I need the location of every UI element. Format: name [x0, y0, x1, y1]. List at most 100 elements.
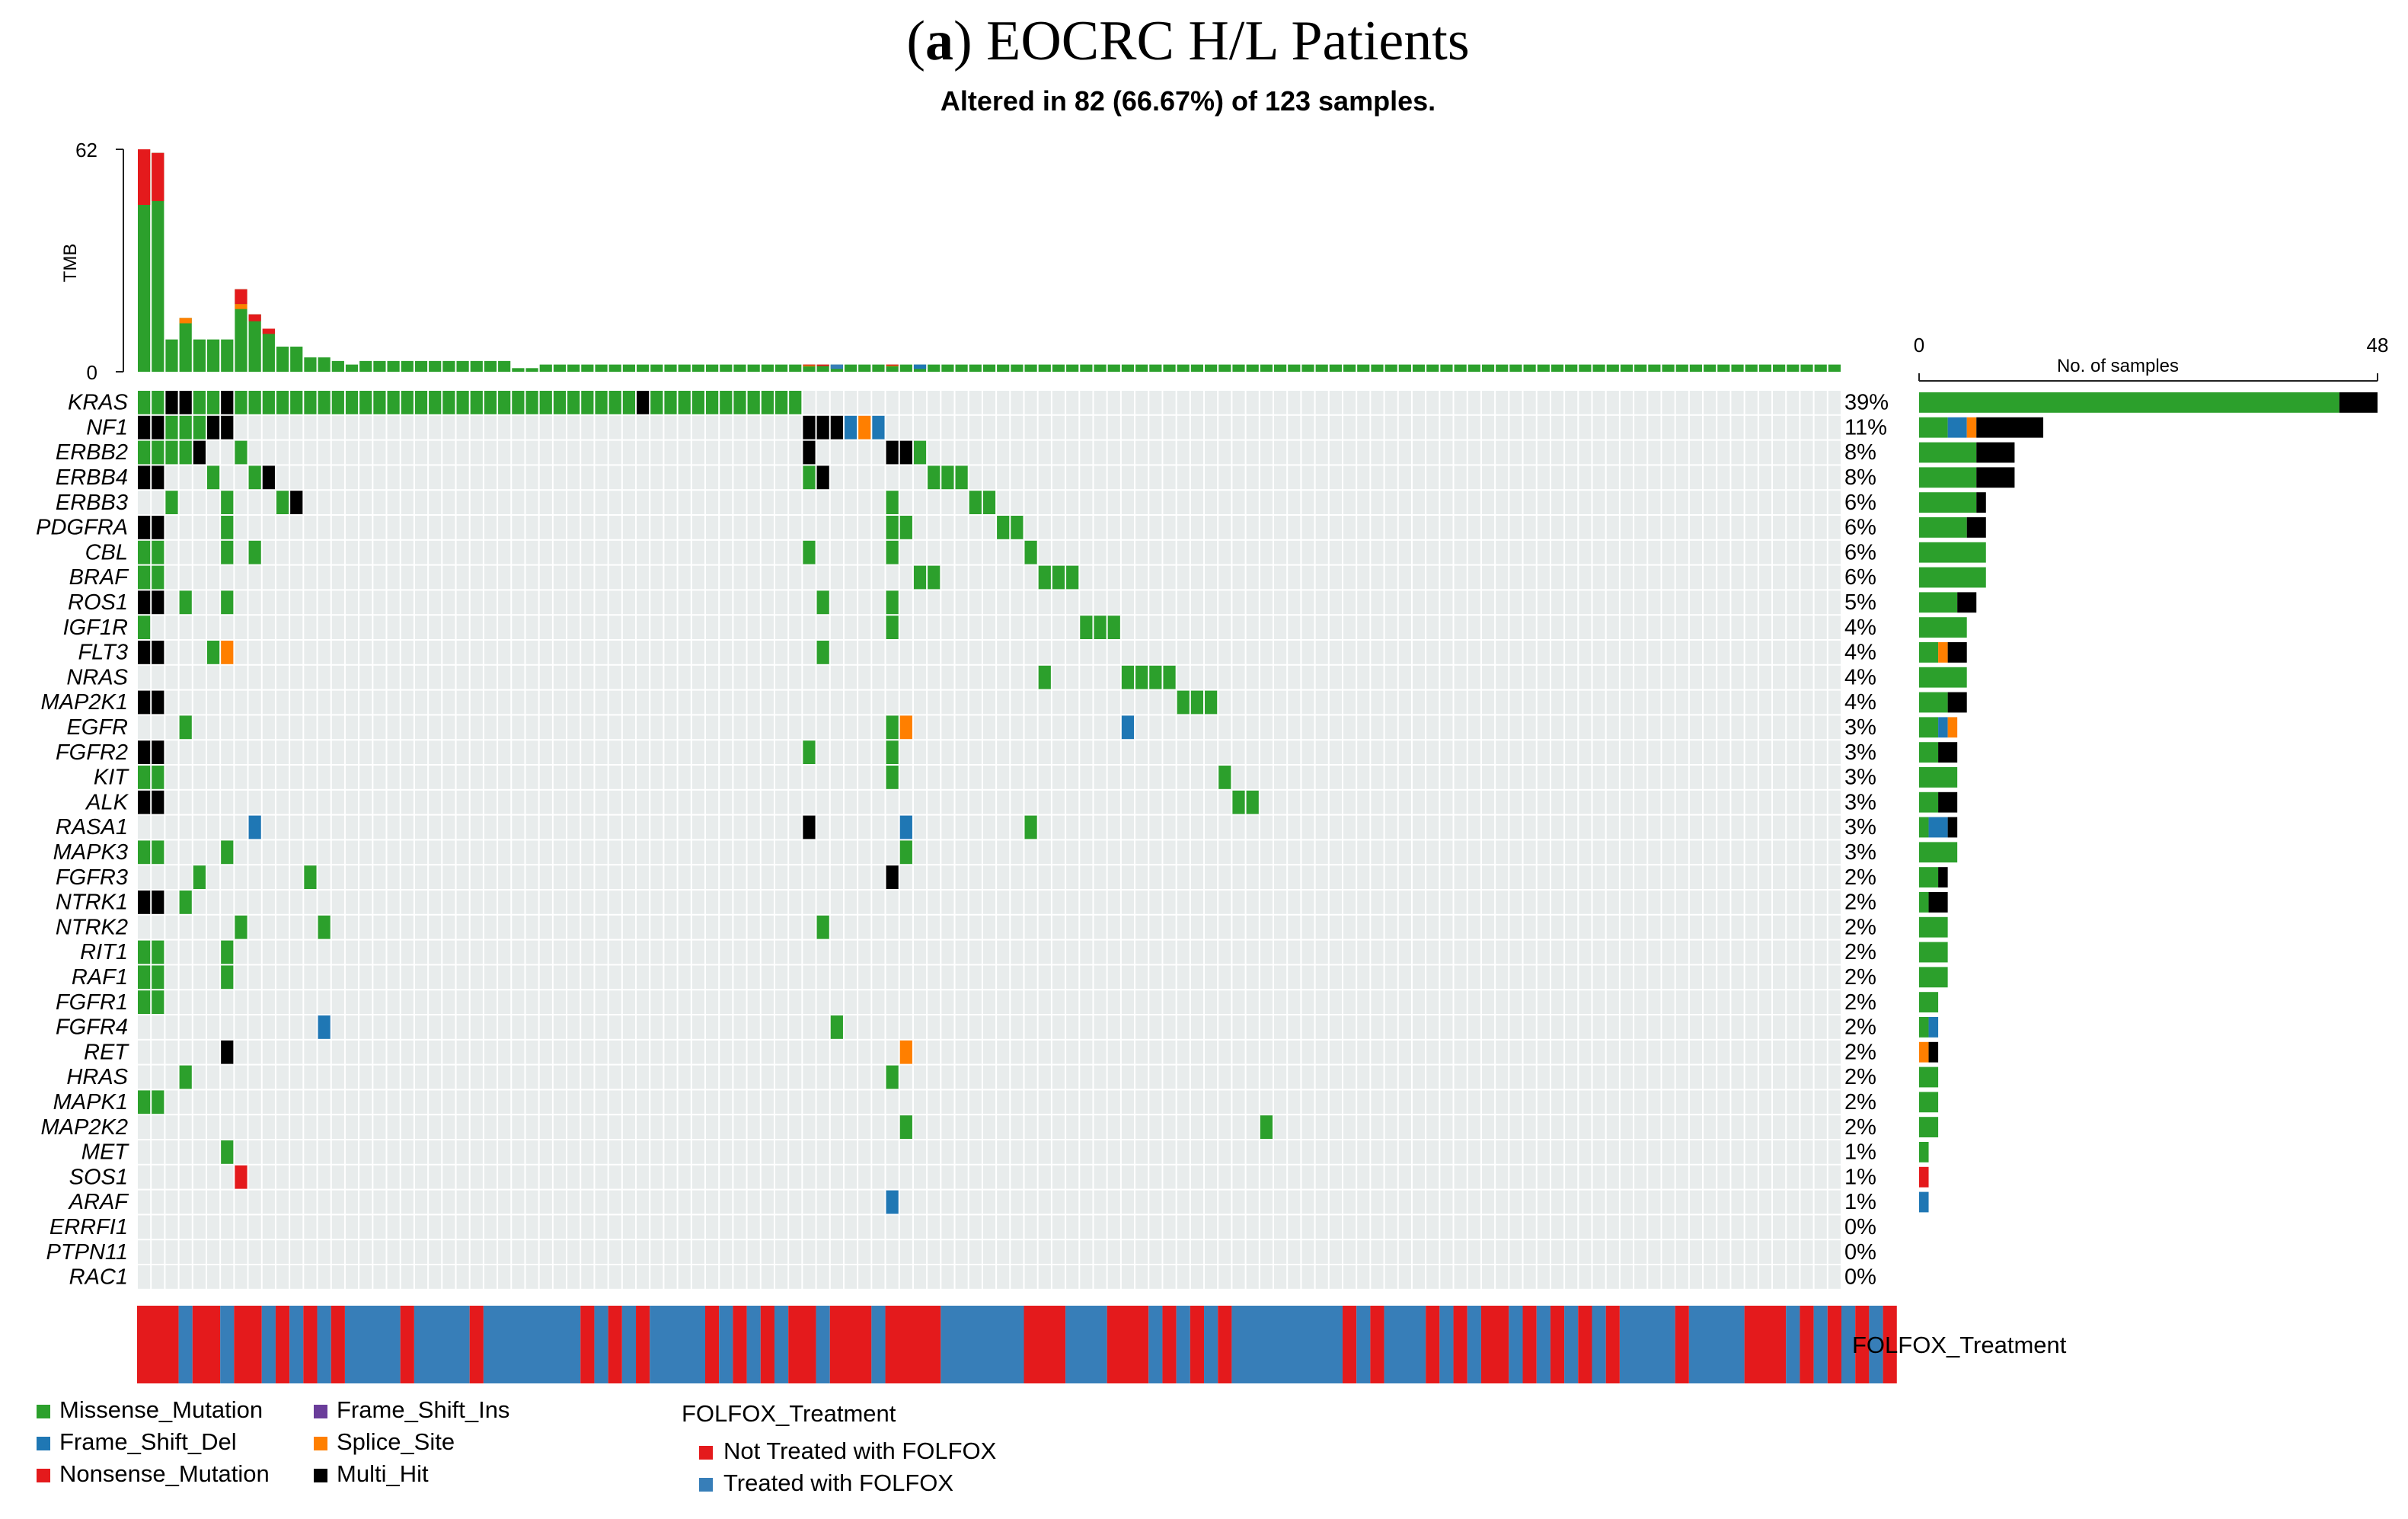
matrix-cell [581, 1090, 594, 1114]
matrix-cell [1343, 790, 1356, 814]
matrix-cell [1620, 1165, 1634, 1189]
count-bar-segment [1919, 1166, 1929, 1188]
matrix-cell [830, 990, 843, 1014]
matrix-cell [761, 616, 774, 639]
matrix-cell [1787, 1165, 1800, 1189]
matrix-cell [1758, 940, 1772, 964]
count-tick-label: 0 [1914, 334, 1924, 357]
matrix-cell [484, 790, 497, 814]
matrix-cell [1384, 1215, 1397, 1239]
matrix-cell [262, 690, 275, 715]
matrix-cell [1329, 1115, 1342, 1139]
tmb-bar [359, 360, 372, 372]
matrix-cell [1080, 565, 1093, 590]
matrix-cell [1398, 565, 1411, 590]
matrix-cell [498, 891, 511, 914]
matrix-cell [1038, 1165, 1051, 1189]
matrix-cell [1011, 690, 1024, 715]
matrix-cell [1731, 965, 1744, 990]
matrix-cell [165, 1090, 178, 1114]
tmb-axis-label: TMB [60, 244, 81, 283]
matrix-cell [1205, 1265, 1218, 1289]
matrix-cell [1592, 1265, 1605, 1289]
matrix-cell [1634, 1040, 1647, 1064]
matrix-cell [484, 565, 497, 590]
treatment-cell [760, 1306, 774, 1383]
matrix-cell [1398, 1215, 1411, 1239]
matrix-cell [1024, 766, 1037, 789]
matrix-cell [581, 840, 594, 865]
matrix-cell [1412, 590, 1426, 615]
tmb-bar [761, 364, 774, 372]
matrix-cell [706, 891, 719, 914]
matrix-cell [429, 1115, 442, 1139]
matrix-cell [193, 1240, 206, 1264]
mutation-cell [138, 990, 151, 1014]
matrix-cell [982, 540, 996, 564]
matrix-cell [1426, 665, 1439, 689]
matrix-cell [1662, 1265, 1675, 1289]
matrix-cell [1315, 440, 1328, 465]
matrix-cell [539, 415, 552, 440]
matrix-cell [1315, 690, 1328, 715]
matrix-cell [1190, 391, 1204, 414]
matrix-cell [1758, 565, 1772, 590]
matrix-cell [1246, 641, 1259, 664]
matrix-cell [1787, 516, 1800, 539]
matrix-cell [1246, 1015, 1259, 1039]
matrix-cell [955, 590, 968, 615]
matrix-cell [1509, 990, 1522, 1014]
matrix-cell [1357, 1090, 1370, 1114]
matrix-cell [1163, 715, 1176, 740]
matrix-cell [359, 766, 372, 789]
mutation-cell [165, 440, 178, 465]
matrix-cell [567, 516, 580, 539]
matrix-cell [1481, 1265, 1495, 1289]
matrix-cell [1232, 965, 1245, 990]
tmb-bar [650, 364, 663, 372]
matrix-cell [844, 891, 857, 914]
matrix-cell [955, 1015, 968, 1039]
matrix-cell [608, 491, 621, 514]
matrix-cell [1454, 1090, 1467, 1114]
matrix-cell [913, 1265, 927, 1289]
matrix-cell [1814, 1040, 1827, 1064]
matrix-cell [1205, 740, 1218, 764]
matrix-cell [429, 491, 442, 514]
gene-label: ARAF [68, 1190, 130, 1214]
matrix-cell [733, 690, 746, 715]
matrix-cell [539, 565, 552, 590]
matrix-cell [1288, 690, 1301, 715]
matrix-cell [1704, 1115, 1717, 1139]
mutation-cell [456, 391, 469, 414]
matrix-cell [1620, 766, 1634, 789]
matrix-cell [221, 1090, 234, 1114]
treatment-cell [650, 1306, 705, 1383]
matrix-cell [1107, 1065, 1120, 1089]
matrix-cell [1565, 1265, 1578, 1289]
matrix-cell [442, 715, 455, 740]
matrix-cell [691, 1165, 704, 1189]
matrix-cell [276, 1190, 289, 1214]
matrix-cell [650, 1040, 663, 1064]
matrix-cell [733, 440, 746, 465]
matrix-cell [595, 516, 608, 539]
matrix-cell [331, 590, 344, 615]
matrix-cell [525, 465, 538, 490]
matrix-cell [1343, 1215, 1356, 1239]
matrix-cell [414, 990, 428, 1014]
mutation-cell [678, 391, 691, 414]
tmb-bar [1398, 364, 1411, 372]
matrix-cell [1274, 740, 1287, 764]
mutation-cell [221, 940, 234, 964]
mutation-cell [138, 415, 151, 440]
matrix-cell [664, 1265, 677, 1289]
matrix-cell [1038, 766, 1051, 789]
treatment-cell [1148, 1306, 1163, 1383]
matrix-cell [1800, 1115, 1813, 1139]
matrix-cell [1496, 616, 1509, 639]
matrix-cell [1149, 915, 1162, 939]
matrix-cell [664, 915, 677, 939]
matrix-cell [1343, 391, 1356, 414]
matrix-cell [1565, 1215, 1578, 1239]
